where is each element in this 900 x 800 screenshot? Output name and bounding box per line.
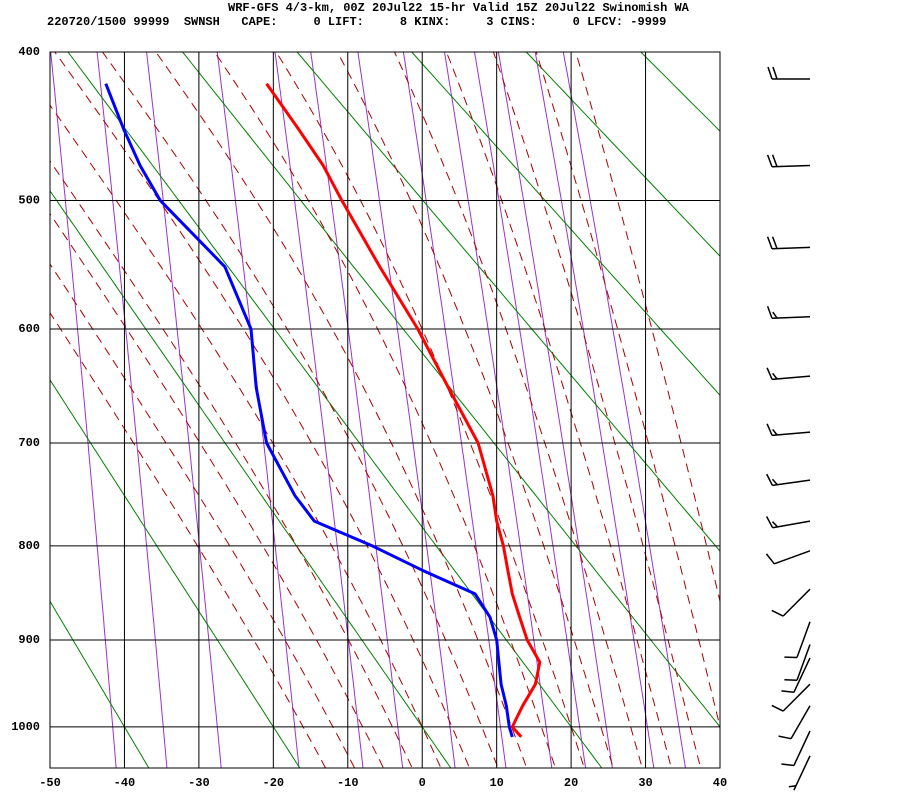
y-tick-label: 600 — [18, 322, 40, 336]
x-tick-label: 0 — [419, 776, 426, 790]
y-tick-label: 1000 — [11, 720, 40, 734]
moist-adiabat — [155, 52, 528, 768]
wind-barb — [784, 621, 811, 659]
wind-barb — [771, 683, 811, 712]
wind-barbs — [765, 66, 811, 791]
wind-barb — [766, 236, 811, 250]
dry-adiabat — [50, 600, 150, 768]
wind-barb — [788, 755, 811, 791]
moist-adiabat — [50, 212, 385, 768]
wind-barb — [781, 657, 811, 694]
dewpoint-line — [104, 83, 514, 738]
wind-barb — [781, 730, 811, 767]
moist-adiabat — [575, 52, 720, 604]
x-tick-label: -50 — [39, 776, 61, 790]
dry-adiabat — [50, 379, 301, 768]
y-tick-label: 700 — [18, 436, 40, 450]
x-tick-label: 10 — [489, 776, 503, 790]
wind-barb — [765, 516, 811, 529]
wind-barb — [765, 550, 811, 565]
plot-frame — [49, 51, 721, 769]
y-tick-label: 800 — [18, 539, 40, 553]
moist-adiabat — [336, 52, 614, 768]
x-tick-label: 30 — [638, 776, 652, 790]
temperature-line — [265, 82, 542, 738]
wind-barb — [771, 588, 811, 617]
wind-barb — [766, 423, 811, 437]
chart-subtitle: 220720/1500 99999 SWNSH CAPE: 0 LIFT: 8 … — [47, 15, 666, 29]
wind-barb — [767, 66, 810, 80]
x-tick-label: 40 — [713, 776, 727, 790]
wind-barb — [784, 644, 811, 681]
x-tick-label: 20 — [564, 776, 578, 790]
moist-adiabat — [50, 311, 327, 768]
moist-adiabat — [50, 160, 413, 768]
wind-barb — [766, 367, 811, 381]
moist-adiabat — [535, 52, 720, 730]
axis-labels: -50 -40 -30 -20 -10 0 10 20 30 40 400 500 600 700 800 9… — [11, 45, 727, 790]
moist-adiabat — [50, 263, 356, 768]
x-tick-label: -40 — [114, 776, 136, 790]
x-tick-label: -10 — [337, 776, 359, 790]
y-tick-label: 900 — [18, 633, 40, 647]
wind-barb — [766, 154, 811, 168]
chart-title: WRF-GFS 4/3-km, 00Z 20Jul22 15-hr Valid … — [228, 1, 690, 15]
wind-barb — [766, 306, 811, 319]
x-tick-label: -30 — [188, 776, 210, 790]
wind-barb — [778, 705, 811, 740]
y-tick-label: 400 — [18, 45, 40, 59]
y-tick-label: 500 — [18, 194, 40, 208]
x-tick-label: -20 — [263, 776, 285, 790]
profiles — [104, 82, 542, 738]
wind-barb — [766, 473, 811, 487]
